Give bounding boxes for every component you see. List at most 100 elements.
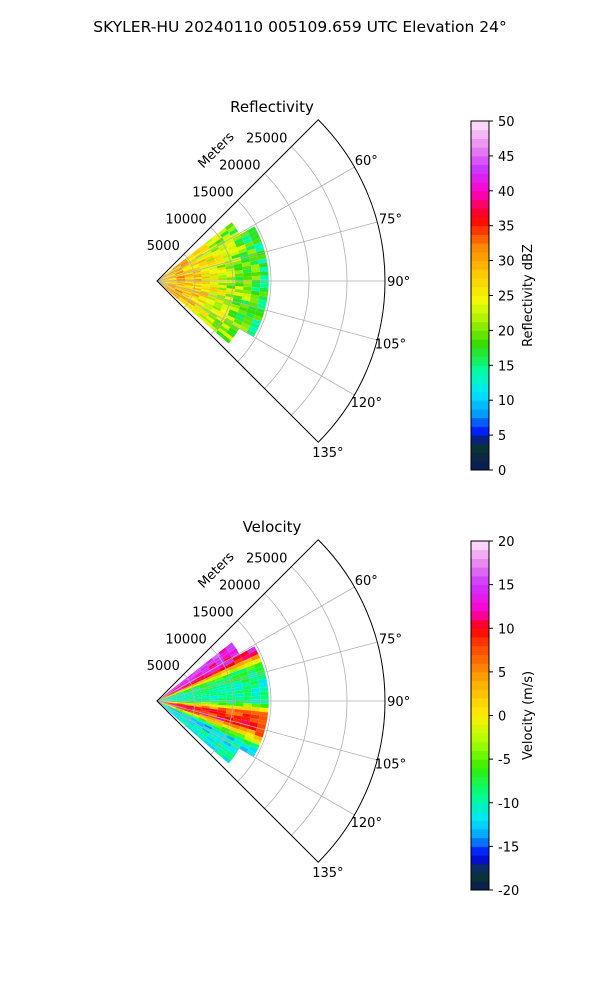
data-cell xyxy=(247,725,257,732)
data-cell xyxy=(166,689,174,695)
data-cell xyxy=(228,729,238,736)
data-cell xyxy=(231,253,241,260)
data-cell xyxy=(175,288,184,293)
colorbar-segment xyxy=(471,689,489,699)
data-cell xyxy=(166,690,174,696)
colorbar-segment xyxy=(471,461,489,471)
data-cell xyxy=(251,283,261,288)
data-cell xyxy=(168,697,177,700)
data-cell xyxy=(226,282,236,287)
data-cell xyxy=(216,294,226,299)
colorbar-segment xyxy=(471,347,489,358)
data-cell xyxy=(201,272,210,276)
data-cell xyxy=(200,268,210,272)
data-cell xyxy=(222,335,231,344)
data-cell xyxy=(253,661,264,669)
range-tick-label: 15000 xyxy=(192,185,233,200)
data-cell xyxy=(212,725,222,732)
data-cell xyxy=(204,724,213,730)
colorbar-segment xyxy=(471,811,489,821)
data-cell xyxy=(207,313,217,321)
data-cell xyxy=(159,282,167,289)
data-cell xyxy=(217,733,227,741)
data-cell xyxy=(184,284,194,288)
data-cell xyxy=(159,696,168,700)
data-cell xyxy=(201,666,210,674)
colorbar-tick-label: -20 xyxy=(498,884,519,899)
data-cell xyxy=(168,283,177,286)
data-cell xyxy=(235,661,245,668)
azimuth-tick-label: 75° xyxy=(379,212,402,227)
data-cell xyxy=(218,277,227,281)
data-cell xyxy=(226,314,236,322)
data-cell xyxy=(196,256,206,263)
data-cell xyxy=(208,242,217,249)
data-cell xyxy=(192,286,202,290)
data-cell xyxy=(176,699,186,701)
data-cell xyxy=(245,312,255,319)
data-cell xyxy=(218,227,228,236)
data-cell xyxy=(180,296,188,302)
data-cell xyxy=(218,700,227,703)
data-cell xyxy=(193,703,202,706)
colorbar-segment xyxy=(471,260,489,270)
data-cell xyxy=(221,670,231,677)
data-cell xyxy=(205,720,215,726)
data-cell xyxy=(226,280,236,284)
colorbar-segment xyxy=(471,234,489,244)
data-cell xyxy=(212,305,222,312)
panel-title: Velocity xyxy=(243,518,302,536)
data-cell xyxy=(239,671,249,677)
data-cell xyxy=(167,705,175,711)
colorbar-segment xyxy=(471,304,489,314)
data-cell xyxy=(193,249,202,257)
data-cell xyxy=(174,688,183,693)
data-cell xyxy=(203,670,212,677)
colorbar-segment xyxy=(471,636,489,647)
data-cell xyxy=(234,273,244,278)
data-cell xyxy=(209,690,219,695)
data-cell xyxy=(260,695,269,700)
data-cell xyxy=(231,673,241,680)
data-cell xyxy=(168,699,177,701)
data-cell xyxy=(208,710,218,715)
data-cell xyxy=(221,306,230,313)
data-cell xyxy=(238,247,248,254)
data-cell xyxy=(226,700,236,704)
colorbar-segment xyxy=(471,872,489,882)
data-cell xyxy=(209,324,218,333)
data-cell xyxy=(203,250,212,257)
data-cell xyxy=(243,657,253,665)
data-cell xyxy=(236,664,246,671)
data-cell xyxy=(222,303,231,310)
data-cell xyxy=(220,650,230,658)
colorbar-segment xyxy=(471,339,489,349)
data-cell xyxy=(248,721,258,728)
data-cell xyxy=(246,329,256,338)
data-cell xyxy=(250,260,259,266)
data-cell xyxy=(226,277,236,281)
colorbar-segment xyxy=(471,820,489,830)
data-cell xyxy=(216,264,226,269)
data-cell xyxy=(194,671,203,678)
data-cell xyxy=(234,286,244,290)
data-cell xyxy=(210,702,219,705)
data-cell xyxy=(253,314,263,322)
azimuth-tick-label: 105° xyxy=(375,338,406,353)
data-cell xyxy=(219,245,229,252)
data-cell xyxy=(225,222,234,231)
colorbar-segment xyxy=(471,663,489,673)
data-cell xyxy=(171,713,179,720)
data-cell xyxy=(230,744,240,752)
data-cell xyxy=(221,322,231,331)
data-cell xyxy=(183,289,192,293)
data-cell xyxy=(213,235,223,243)
data-cell xyxy=(182,264,191,270)
data-cell xyxy=(258,715,268,721)
data-cell xyxy=(166,270,174,276)
data-cell xyxy=(182,266,192,272)
data-cell xyxy=(175,272,185,276)
data-cell xyxy=(214,256,224,262)
data-cell xyxy=(218,272,227,276)
data-cell xyxy=(234,657,244,665)
